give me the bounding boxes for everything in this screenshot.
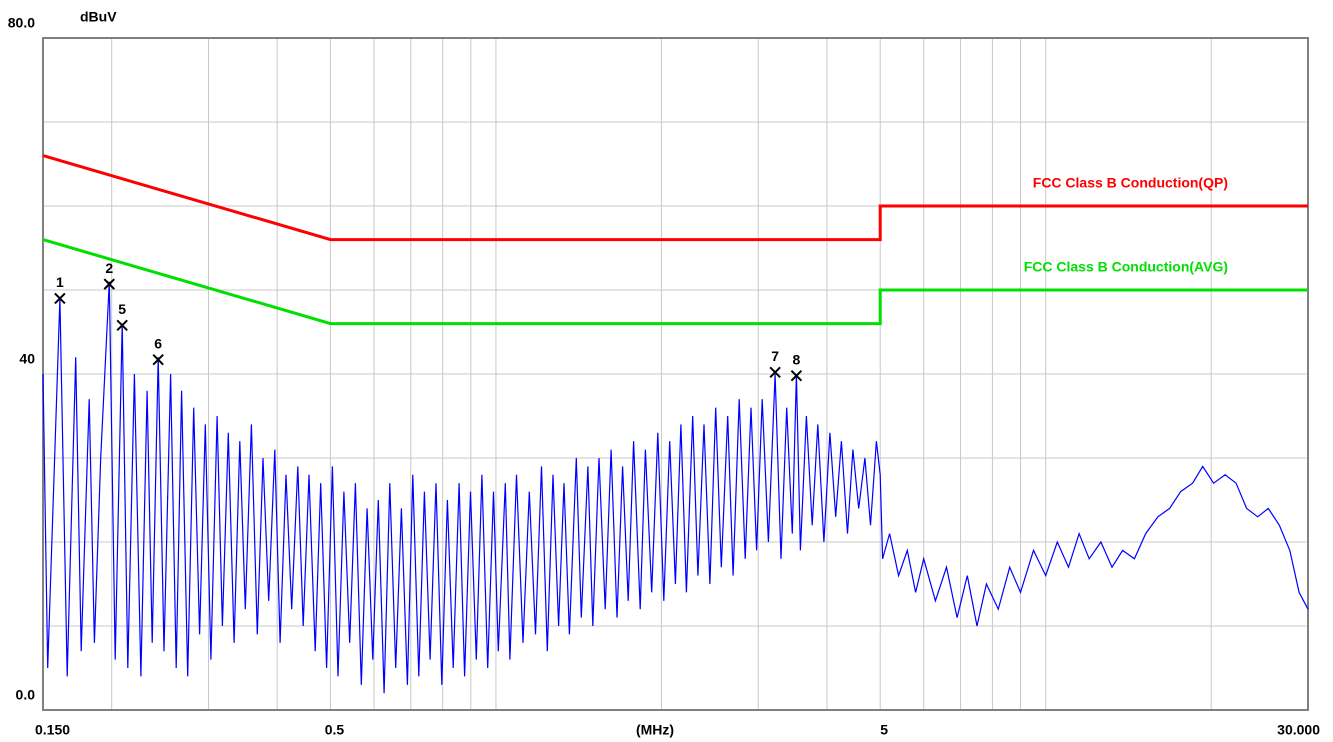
x-tick-label: 5 <box>880 722 888 738</box>
peak-label: 5 <box>118 301 126 317</box>
peak-label: 2 <box>105 260 113 276</box>
legend-label: FCC Class B Conduction(QP) <box>1033 175 1228 191</box>
peak-marker <box>103 278 115 290</box>
y-unit: dBuV <box>80 9 117 25</box>
peak-label: 6 <box>154 335 162 351</box>
peak-marker <box>769 366 781 379</box>
peak-marker <box>790 369 803 382</box>
y-tick-label: 80.0 <box>8 15 35 31</box>
x-tick-label: 0.5 <box>325 722 345 738</box>
trace <box>42 281 1309 694</box>
trace <box>42 154 1308 242</box>
peak-label: 8 <box>793 351 801 367</box>
peak-marker <box>54 292 66 305</box>
x-axis-label: (MHz) <box>636 722 674 738</box>
peak-marker <box>116 319 128 331</box>
legend-label: FCC Class B Conduction(AVG) <box>1024 259 1228 275</box>
peak-marker <box>152 354 164 366</box>
y-tick-label: 0.0 <box>16 687 36 703</box>
trace <box>42 238 1308 326</box>
y-tick-label: 40 <box>19 351 35 367</box>
peak-label: 7 <box>771 348 779 364</box>
peak-label: 1 <box>56 274 64 290</box>
x-tick-label: 0.150 <box>35 722 70 738</box>
x-tick-label: 30.000 <box>1277 722 1320 738</box>
